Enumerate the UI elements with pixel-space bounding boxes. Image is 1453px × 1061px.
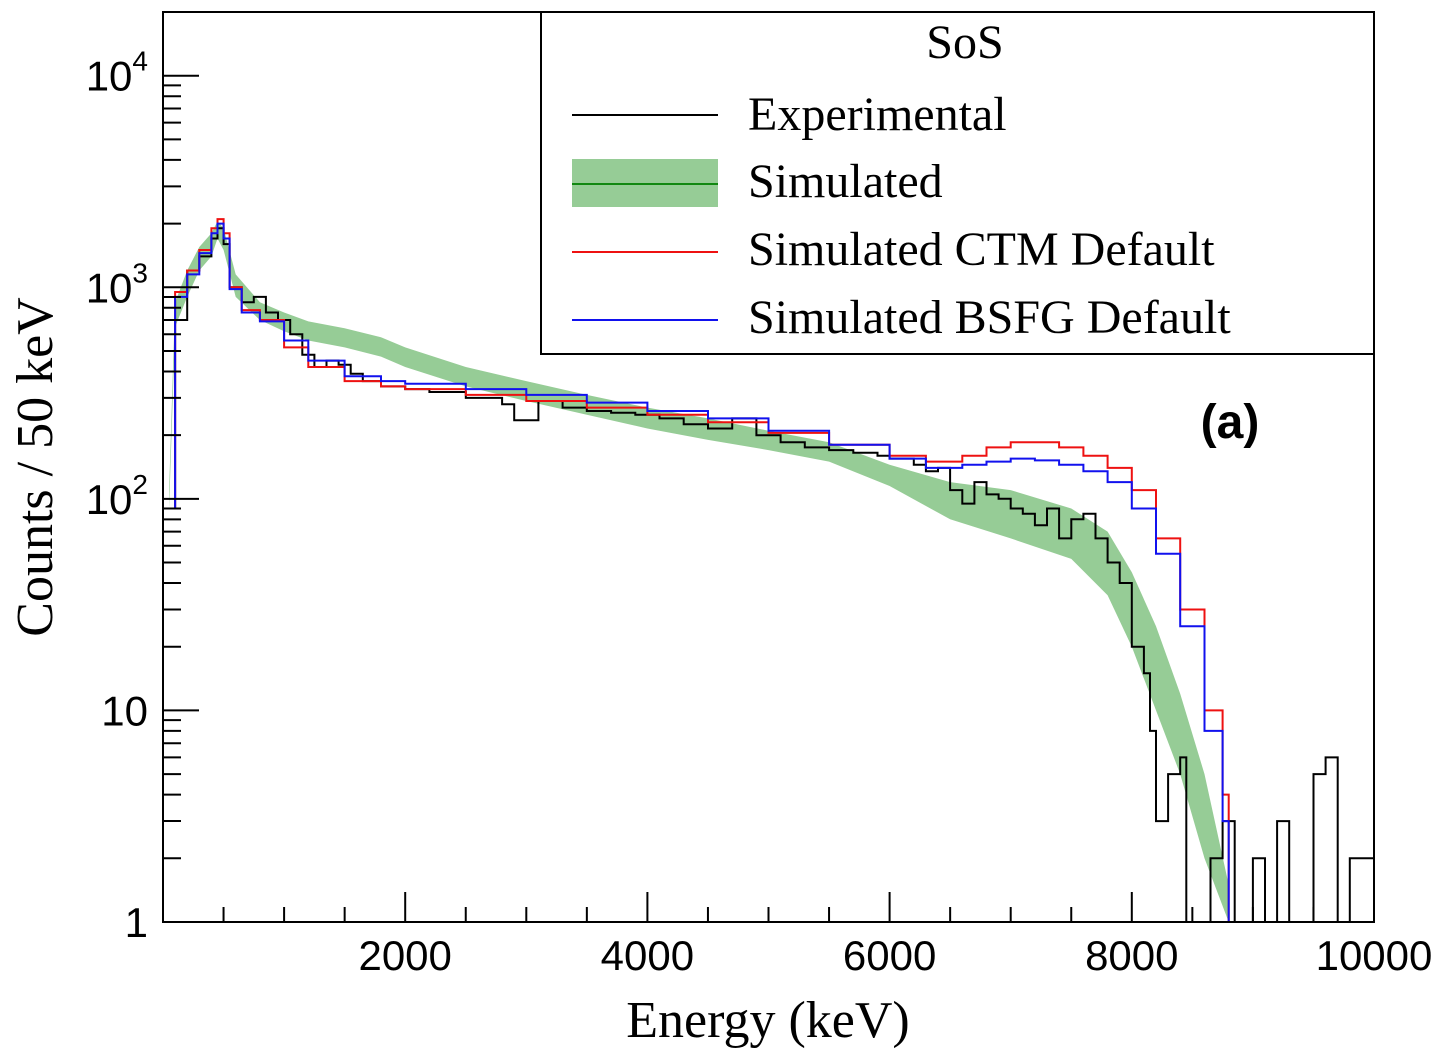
panel-label: (a) bbox=[1201, 396, 1260, 449]
legend-title: SoS bbox=[926, 16, 1003, 69]
x-tick-label: 2000 bbox=[358, 932, 451, 979]
y-tick-label: 103 bbox=[86, 257, 148, 311]
legend-label-bsfg: Simulated BSFG Default bbox=[748, 291, 1231, 344]
x-tick-label: 10000 bbox=[1316, 932, 1433, 979]
x-tick-label: 8000 bbox=[1085, 932, 1178, 979]
tick-layer: 2000 4000 6000 8000 10000 1 10 102 103 104 bbox=[86, 11, 1433, 979]
y-tick-label: 10 bbox=[101, 687, 148, 734]
legend-label-simulated: Simulated bbox=[748, 155, 943, 208]
x-axis-label: Energy (keV) bbox=[626, 992, 910, 1049]
y-tick-label: 104 bbox=[86, 46, 148, 100]
y-tick-label: 1 bbox=[125, 899, 148, 946]
y-tick-label: 102 bbox=[86, 469, 148, 523]
legend-label-experimental: Experimental bbox=[748, 88, 1007, 141]
simulated-bsfg-default-series-line bbox=[169, 222, 1374, 923]
legend-label-ctm: Simulated CTM Default bbox=[748, 223, 1215, 276]
legend: SoS Experimental Simulated Simulated CTM… bbox=[540, 11, 1375, 355]
y-axis-label: Counts / 50 keV bbox=[7, 297, 64, 636]
x-tick-label: 6000 bbox=[843, 932, 936, 979]
x-tick-label: 4000 bbox=[601, 932, 694, 979]
